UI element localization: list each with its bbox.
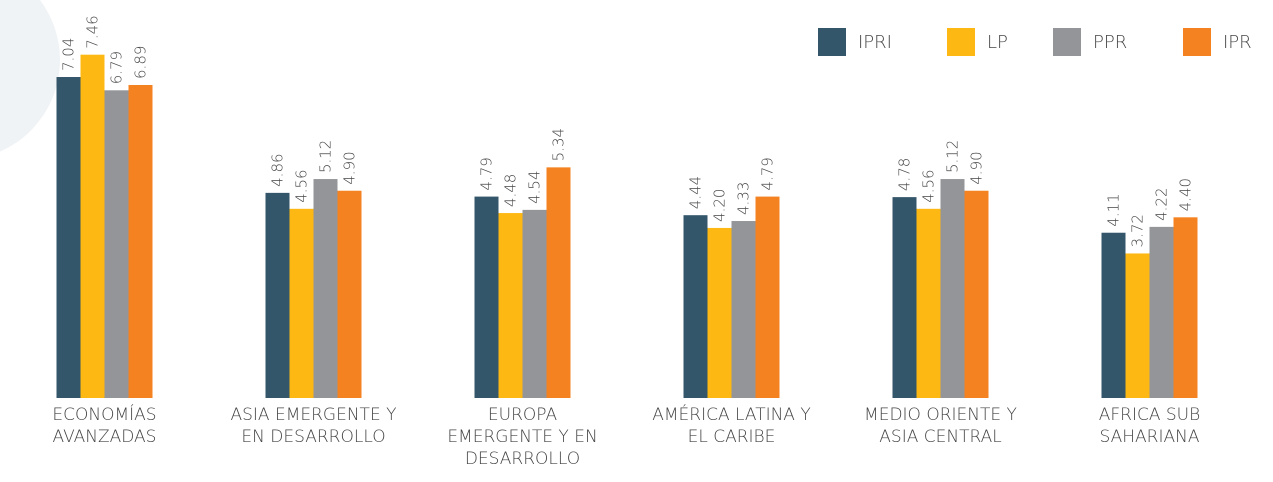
bar — [522, 209, 547, 398]
data-label: 7.04 — [60, 38, 78, 71]
bar — [916, 208, 941, 398]
data-label: 7.46 — [84, 15, 102, 48]
bar — [265, 192, 290, 398]
data-label: 4.56 — [920, 169, 938, 202]
bar — [707, 227, 732, 398]
legend-swatch — [818, 28, 846, 56]
legend-label: IPRI — [858, 32, 892, 53]
data-label: 6.79 — [108, 51, 126, 84]
data-label: 6.89 — [132, 46, 150, 79]
x-tick-label: ECONOMÍAS AVANZADAS — [52, 405, 157, 447]
bar — [683, 215, 708, 398]
x-tick-label: AFRICA SUB SAHARIANA — [1098, 405, 1201, 447]
bar — [474, 196, 499, 398]
legend-label: IPR — [1223, 32, 1252, 53]
legend-swatch — [1053, 28, 1081, 56]
bar — [56, 77, 81, 398]
data-label: 4.44 — [687, 176, 705, 209]
bar — [1125, 253, 1150, 398]
bar — [940, 179, 965, 398]
decor-circle — [0, 0, 60, 152]
data-label: 3.72 — [1129, 214, 1147, 247]
data-label: 4.40 — [1177, 178, 1195, 211]
data-label: 4.54 — [526, 170, 544, 203]
bar — [80, 54, 105, 398]
bar — [892, 197, 917, 398]
bar — [1149, 226, 1174, 398]
legend-label: LP — [987, 32, 1008, 53]
bar — [104, 90, 129, 398]
x-tick-label: AMÉRICA LATINA Y EL CARIBE — [652, 405, 811, 447]
data-label: 4.11 — [1105, 193, 1123, 226]
x-tick-label: EUROPA EMERGENTE Y EN DESARROLLO — [447, 405, 598, 469]
x-tick-label: MEDIO ORIENTE Y ASIA CENTRAL — [864, 405, 1017, 447]
x-tick-label: ASIA EMERGENTE Y EN DESARROLLO — [230, 405, 397, 447]
bar — [1173, 217, 1198, 398]
bar — [1101, 232, 1126, 398]
legend-label: PPR — [1093, 32, 1127, 53]
data-label: 4.48 — [502, 174, 520, 207]
bar — [313, 179, 338, 398]
data-label: 4.56 — [293, 169, 311, 202]
data-label: 4.20 — [711, 189, 729, 222]
data-label: 4.79 — [478, 157, 496, 190]
data-label: 4.79 — [759, 157, 777, 190]
data-label: 4.33 — [735, 182, 753, 215]
legend-swatch — [947, 28, 975, 56]
legend-swatch — [1183, 28, 1211, 56]
bar — [289, 208, 314, 398]
bar — [755, 196, 780, 398]
bar — [128, 84, 153, 398]
bar — [964, 190, 989, 398]
data-label: 5.12 — [317, 140, 335, 173]
data-label: 4.22 — [1153, 187, 1171, 220]
data-label: 4.90 — [968, 151, 986, 184]
bar — [731, 221, 756, 398]
data-label: 4.90 — [341, 151, 359, 184]
data-label: 4.86 — [269, 153, 287, 186]
bar — [546, 167, 571, 398]
bar — [498, 213, 523, 398]
data-label: 5.34 — [550, 128, 568, 161]
bar — [337, 190, 362, 398]
data-label: 5.12 — [944, 140, 962, 173]
data-label: 4.78 — [896, 158, 914, 191]
